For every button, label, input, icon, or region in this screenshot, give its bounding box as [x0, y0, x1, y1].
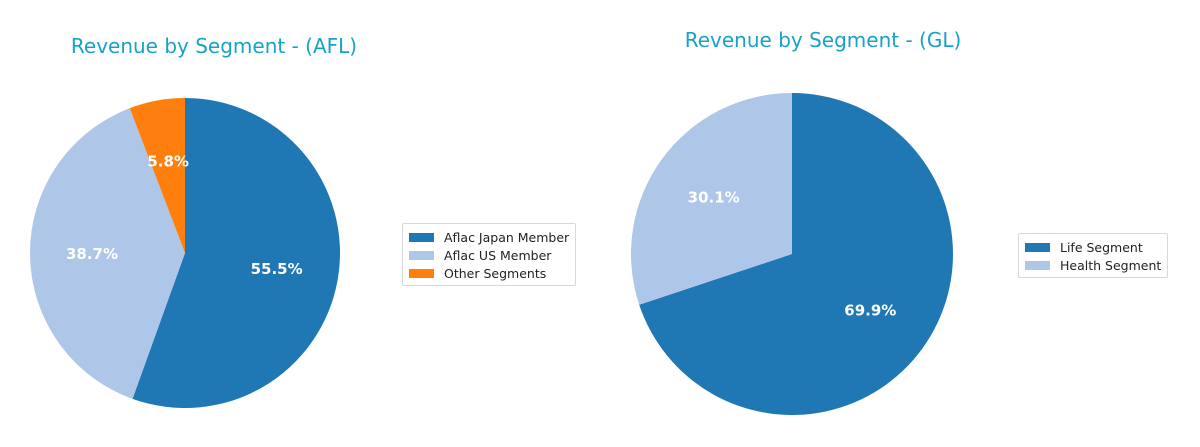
pie-afl: 55.5% 38.7% 5.8% [30, 98, 341, 409]
pie-slice [639, 93, 953, 415]
slice-percent-label: 38.7% [66, 245, 118, 263]
slice-percent-label: 69.9% [844, 302, 896, 320]
slice-percent-label: 30.1% [688, 188, 740, 206]
pie-slice [30, 108, 185, 399]
legend-item: Other Segments [409, 264, 569, 282]
legend-label: Other Segments [444, 265, 547, 281]
pie-slice [630, 93, 792, 305]
legend-label: Life Segment [1060, 239, 1143, 255]
legend-swatch [1025, 242, 1050, 252]
legend-swatch [409, 232, 434, 242]
legend-item: Life Segment [1025, 238, 1161, 256]
legend-item: Aflac US Member [409, 246, 569, 264]
pie-gl: 69.9% 30.1% [630, 93, 953, 415]
legend-swatch [409, 268, 434, 278]
chart-title-afl: Revenue by Segment - (AFL) [70, 34, 358, 58]
chart-title-gl: Revenue by Segment - (GL) [684, 28, 962, 52]
legend-label: Health Segment [1060, 257, 1162, 273]
legend-label: Aflac US Member [444, 247, 552, 263]
pie-slice [132, 98, 341, 409]
legend-swatch [1025, 260, 1050, 270]
legend-label: Aflac Japan Member [444, 229, 570, 245]
legend-swatch [409, 250, 434, 260]
legend-item: Health Segment [1025, 256, 1161, 274]
legend-afl: Aflac Japan Member Aflac US Member Other S… [402, 223, 577, 286]
slice-percent-label: 5.8% [147, 153, 189, 171]
pie-slice [129, 98, 185, 253]
slice-percent-label: 55.5% [251, 260, 303, 278]
legend-gl: Life Segment Health Segment [1018, 233, 1169, 278]
legend-item: Aflac Japan Member [409, 228, 569, 246]
